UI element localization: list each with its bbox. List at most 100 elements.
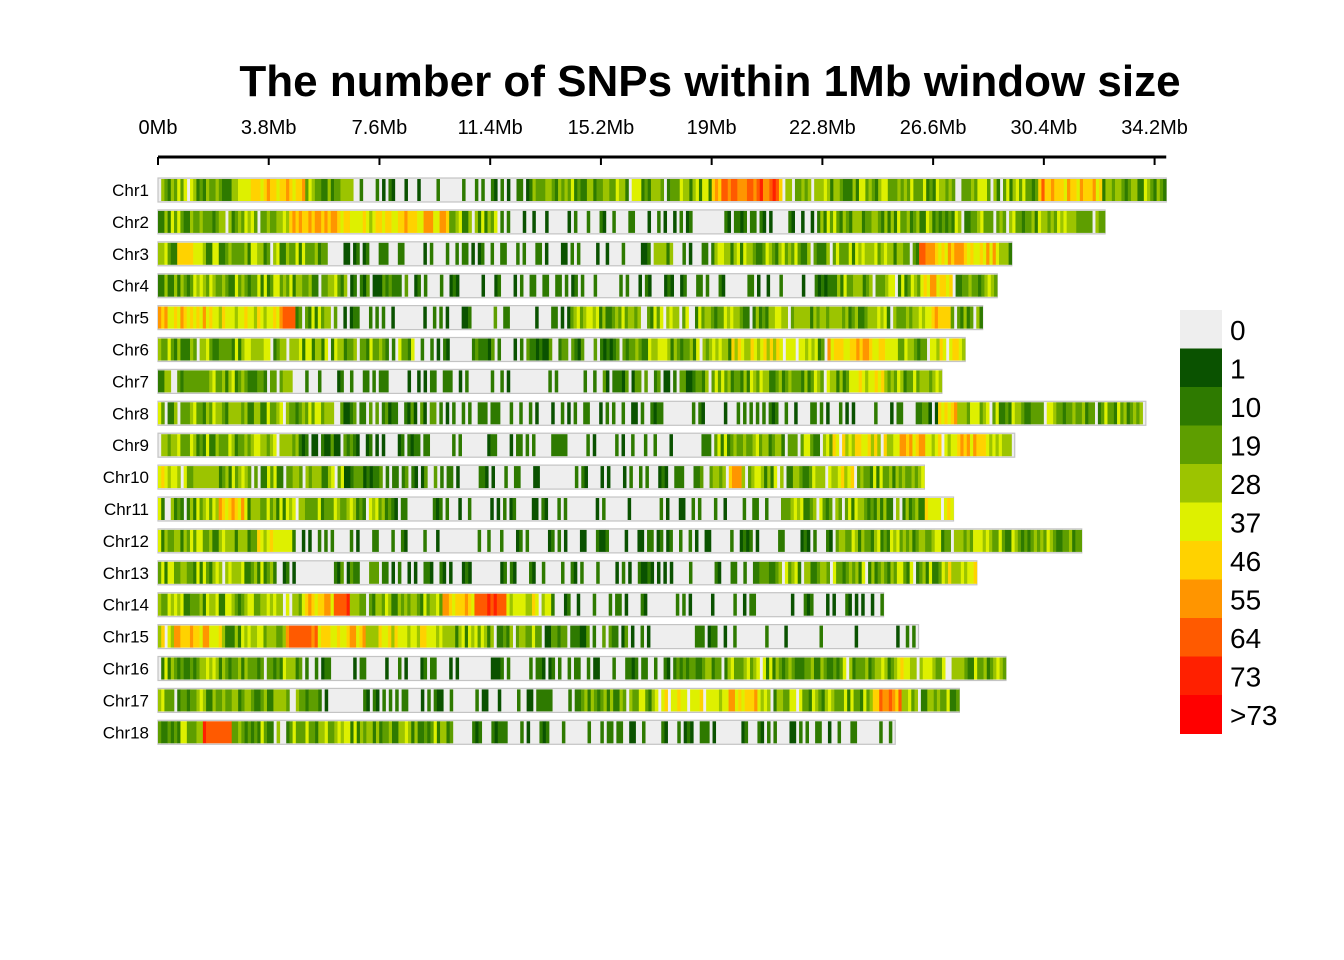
snp-density-bin xyxy=(186,721,197,744)
x-tick-label: 7.6Mb xyxy=(352,117,408,139)
snp-density-bin xyxy=(1047,210,1051,233)
snp-density-bin xyxy=(244,306,248,329)
snp-density-bin xyxy=(573,210,578,233)
snp-density-bin xyxy=(238,466,242,489)
snp-density-bin xyxy=(870,434,875,457)
snp-density-bin xyxy=(689,338,694,361)
snp-density-bin xyxy=(362,210,367,233)
snp-density-bin xyxy=(812,466,816,489)
snp-density-bin xyxy=(912,625,916,648)
snp-density-bin xyxy=(209,657,213,680)
snp-density-bin xyxy=(474,210,479,233)
snp-density-bin xyxy=(529,274,537,297)
snp-density-bin xyxy=(658,466,662,489)
snp-density-bin xyxy=(609,338,614,361)
snp-density-bin xyxy=(423,657,428,680)
snp-density-bin xyxy=(257,370,264,393)
snp-density-bin xyxy=(683,338,691,361)
snp-density-bin xyxy=(718,689,723,712)
snp-density-bin xyxy=(202,593,207,616)
snp-density-bin xyxy=(337,370,341,393)
snp-density-bin xyxy=(854,306,859,329)
snp-density-bin xyxy=(701,434,712,457)
snp-density-bin xyxy=(871,561,875,584)
snp-density-bin xyxy=(244,689,252,712)
snp-density-bin xyxy=(343,721,351,744)
snp-density-bin xyxy=(285,625,290,648)
snp-density-bin xyxy=(714,370,719,393)
snp-density-bin xyxy=(359,402,367,425)
snp-density-bin xyxy=(295,242,300,265)
snp-density-bin xyxy=(250,561,255,584)
snp-density-bin xyxy=(944,561,949,584)
snp-density-bin xyxy=(494,274,498,297)
snp-density-bin xyxy=(513,274,518,297)
snp-density-bin xyxy=(811,338,815,361)
snp-density-bin xyxy=(743,657,748,680)
snp-density-bin xyxy=(404,402,408,425)
snp-density-bin xyxy=(449,274,453,297)
snp-density-bin xyxy=(707,625,712,648)
snp-density-bin xyxy=(813,657,821,680)
chromosome-chr5: Chr5 xyxy=(112,305,984,331)
snp-density-bin xyxy=(289,721,293,744)
snp-density-bin xyxy=(602,498,606,520)
snp-density-bin xyxy=(468,593,472,616)
snp-density-bin xyxy=(945,179,949,201)
snp-density-bin xyxy=(606,689,611,712)
snp-density-bin xyxy=(411,721,415,744)
snp-density-bin xyxy=(865,657,869,680)
snp-density-bin xyxy=(854,498,858,520)
snp-density-bin xyxy=(838,402,843,425)
snp-density-bin xyxy=(545,721,550,744)
snp-density-bin xyxy=(158,593,162,616)
snp-density-bin xyxy=(1133,402,1137,425)
snp-density-bin xyxy=(868,179,873,201)
legend-swatch xyxy=(1180,348,1222,388)
snp-density-bin xyxy=(919,657,924,680)
snp-density-bin xyxy=(895,466,900,489)
snp-density-bin xyxy=(778,529,785,552)
snp-density-bin xyxy=(628,338,636,361)
snp-density-bin xyxy=(966,306,971,329)
snp-density-bin xyxy=(1143,179,1148,201)
snp-density-bin xyxy=(1121,179,1125,201)
snp-density-bin xyxy=(400,529,405,552)
snp-density-bin xyxy=(874,434,878,457)
snp-density-bin xyxy=(308,179,312,201)
snp-density-bin xyxy=(350,721,354,744)
snp-density-bin xyxy=(311,179,316,201)
snp-density-bin xyxy=(270,466,274,489)
snp-density-bin xyxy=(890,561,894,584)
snp-density-bin xyxy=(404,529,408,552)
snp-density-bin xyxy=(199,561,204,584)
snp-density-bin xyxy=(711,179,716,201)
snp-density-bin xyxy=(391,529,395,552)
snp-density-bin xyxy=(522,242,527,265)
snp-density-bin xyxy=(445,402,450,425)
snp-density-bin xyxy=(912,434,916,457)
snp-density-bin xyxy=(353,338,357,361)
snp-density-bin xyxy=(209,625,220,648)
snp-density-bin xyxy=(743,210,748,233)
snp-density-bin xyxy=(618,179,626,201)
snp-density-bin xyxy=(314,242,319,265)
snp-density-bin xyxy=(183,210,191,233)
snp-density-bin xyxy=(244,625,248,648)
snp-density-bin xyxy=(727,657,732,680)
snp-density-bin xyxy=(944,242,949,265)
snp-density-bin xyxy=(766,338,771,361)
snp-density-bin xyxy=(196,721,204,744)
snp-density-bin xyxy=(247,721,252,744)
snp-density-bin xyxy=(340,498,347,520)
snp-density-bin xyxy=(890,370,895,393)
snp-density-bin xyxy=(739,306,744,329)
snp-density-bin xyxy=(848,434,852,457)
snp-density-bin xyxy=(397,242,405,265)
snp-density-bin xyxy=(989,529,993,552)
snp-density-bin xyxy=(650,561,655,584)
snp-density-bin xyxy=(611,306,616,329)
snp-density-bin xyxy=(448,593,453,616)
snp-density-bin xyxy=(515,625,520,648)
snp-density-bin xyxy=(929,179,933,201)
